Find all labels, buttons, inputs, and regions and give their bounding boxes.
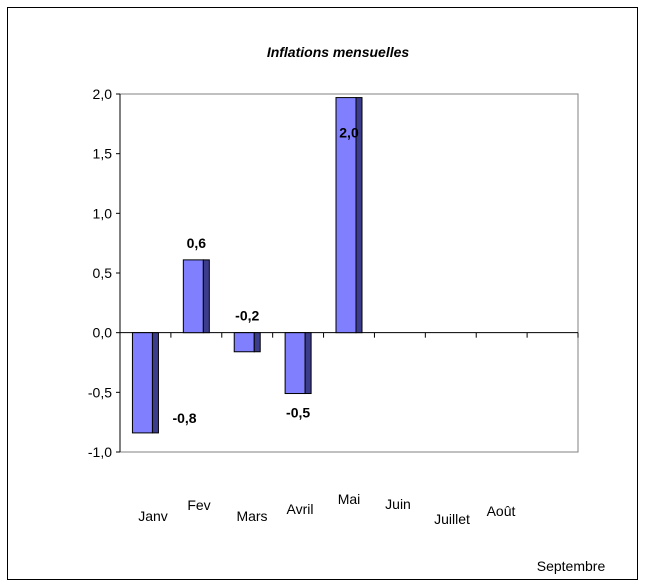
bar-side [253,332,261,353]
y-tick-label: 0,5 [93,265,113,281]
bar [131,332,153,434]
y-tick-label: 1,0 [93,205,113,221]
y-tick-label: 2,0 [93,86,113,102]
bar [233,332,255,353]
bar [284,332,306,395]
data-label: 2,0 [339,125,359,141]
x-tick-label: Juillet [434,511,470,527]
x-tick-label: Janv [138,508,168,524]
y-tick-label: 0,0 [93,325,113,341]
data-label: -0,8 [172,410,196,426]
x-tick-labels: Janv Fev Mars Avril Mai Juin Juillet Août Septem… [138,491,605,574]
bar-side [151,332,159,434]
bar [182,259,204,334]
y-tick-label: -1,0 [88,444,112,460]
bars [131,97,363,434]
data-label: -0,2 [235,308,259,324]
bar-side [202,259,210,334]
data-label: 0,6 [187,235,207,251]
y-tick-label: -0,5 [88,384,112,400]
data-labels: -0,8 0,6 -0,2 -0,5 2,0 [172,125,358,426]
x-tick-label: Avril [287,501,314,517]
y-tick-label: 1,5 [93,146,113,162]
x-tick-label: Fev [187,497,210,513]
x-tick-label: Juin [385,496,411,512]
x-tick-label: Septembre [537,558,606,574]
x-tick-label: Mars [236,508,267,524]
bar-side [304,332,312,395]
chart-frame [7,7,638,580]
bar-side [355,97,363,334]
x-tick-label: Mai [338,491,361,507]
chart-title: Inflations mensuelles [267,44,410,60]
x-tick-label: Août [487,503,516,519]
data-label: -0,5 [286,405,310,421]
axes: 2,0 1,5 1,0 0,5 0,0 -0,5 -1,0 [88,86,579,460]
